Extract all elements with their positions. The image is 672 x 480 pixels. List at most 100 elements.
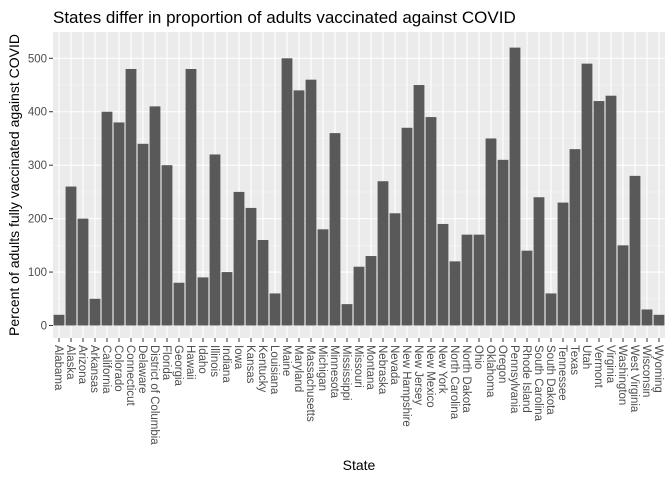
x-tick-label: Mississippi	[340, 345, 352, 401]
x-tick-label: Missouri	[352, 345, 364, 388]
bar-utah	[581, 63, 593, 326]
x-tick-label: Pennsylvania	[508, 345, 520, 414]
x-tick-label: Louisiana	[268, 345, 280, 395]
bar-south-carolina	[533, 197, 545, 326]
x-tick-label: Indiana	[220, 345, 232, 383]
y-axis-title: Percent of adults fully vaccinated again…	[6, 34, 22, 336]
bar-vermont	[593, 101, 605, 326]
x-tick-label: District of Columbia	[148, 345, 160, 445]
bar-colorado	[113, 122, 125, 326]
bar-illinois	[209, 154, 221, 326]
x-tick-label: New Mexico	[424, 345, 436, 408]
x-tick-label: Ohio	[472, 345, 484, 369]
bar-nevada	[389, 213, 401, 326]
x-tick-label: Virginia	[604, 345, 616, 384]
bar-georgia	[173, 282, 185, 326]
bar-louisiana	[269, 293, 281, 326]
bar-washington	[617, 245, 629, 326]
x-tick-label: Rhode Island	[520, 345, 532, 413]
x-tick-label: Colorado	[112, 345, 124, 392]
bar-mississippi	[341, 304, 353, 326]
x-tick-label: New Jersey	[412, 345, 424, 405]
y-tick-label: 400	[28, 107, 47, 119]
x-tick-label: North Dakota	[460, 345, 472, 413]
bars	[53, 47, 665, 326]
x-tick-label: Idaho	[196, 345, 208, 374]
bar-iowa	[233, 191, 245, 326]
bar-minnesota	[329, 133, 341, 326]
x-tick-label: Iowa	[232, 345, 244, 370]
bar-tennessee	[557, 202, 569, 326]
x-tick-label: California	[100, 345, 112, 394]
bar-montana	[365, 256, 377, 326]
x-tick-label: Hawaii	[184, 345, 196, 380]
x-tick-label: Texas	[568, 345, 580, 375]
bar-nebraska	[377, 181, 389, 326]
x-tick-label: Illinois	[208, 345, 220, 377]
bar-indiana	[221, 272, 233, 326]
bar-kentucky	[257, 239, 269, 326]
bar-massachusetts	[305, 79, 317, 326]
bar-maryland	[293, 90, 305, 326]
x-tick-label: Tennessee	[556, 345, 568, 401]
y-tick-label: 100	[28, 267, 47, 279]
bar-south-dakota	[545, 293, 557, 326]
bar-alabama	[53, 314, 65, 326]
bar-pennsylvania	[509, 47, 521, 326]
bar-virginia	[605, 95, 617, 326]
y-tick-label: 0	[41, 321, 47, 333]
x-tick-label: South Carolina	[532, 345, 544, 422]
x-axis-title: State	[343, 457, 376, 473]
bar-rhode-island	[521, 250, 533, 326]
bar-idaho	[197, 277, 209, 326]
bar-kansas	[245, 207, 257, 326]
bar-texas	[569, 149, 581, 326]
x-tick-label: Montana	[364, 345, 376, 390]
bar-alaska	[65, 186, 77, 326]
bar-hawaii	[185, 68, 197, 326]
x-tick-label: North Carolina	[448, 345, 460, 420]
x-tick-label: South Dakota	[544, 345, 556, 415]
x-tick-label: Maine	[280, 345, 292, 376]
bar-new-hampshire	[401, 127, 413, 326]
bar-michigan	[317, 229, 329, 326]
x-tick-label: Arizona	[76, 345, 88, 385]
x-tick-label: Wyoming	[652, 345, 664, 393]
bar-oklahoma	[485, 138, 497, 326]
x-tick-label: Alaska	[64, 345, 76, 380]
y-tick-label: 500	[28, 53, 47, 65]
x-tick-label: Georgia	[172, 345, 184, 387]
x-tick-label: Maryland	[292, 345, 304, 392]
bar-arizona	[77, 218, 89, 326]
x-tick-label: Wisconsin	[640, 345, 652, 397]
x-tick-label: Connecticut	[124, 345, 136, 407]
bar-district-of-columbia	[149, 106, 161, 326]
x-axis: Alabama Alaska Arizona Arkansas California Co…	[52, 338, 664, 445]
bar-arkansas	[89, 298, 101, 326]
x-tick-label: Michigan	[316, 345, 328, 391]
x-tick-label: Delaware	[136, 345, 148, 394]
y-tick-label: 200	[28, 214, 47, 226]
x-tick-label: Utah	[580, 345, 592, 369]
bar-delaware	[137, 143, 149, 326]
x-tick-label: Kentucky	[256, 345, 268, 393]
bar-north-dakota	[461, 234, 473, 326]
bar-oregon	[497, 159, 509, 326]
y-axis: 0 100 200 300 400 500	[28, 53, 53, 333]
x-tick-label: New York	[436, 345, 448, 394]
x-tick-label: West Virginia	[628, 345, 640, 413]
x-tick-label: New Hampshire	[400, 345, 412, 427]
bar-north-carolina	[449, 261, 461, 326]
bar-florida	[161, 165, 173, 326]
x-tick-label: Kansas	[244, 345, 256, 384]
x-tick-label: Vermont	[592, 345, 604, 389]
bar-new-jersey	[413, 85, 425, 326]
bar-connecticut	[125, 68, 137, 326]
x-tick-label: Oregon	[496, 345, 508, 383]
bar-maine	[281, 58, 293, 326]
bar-california	[101, 111, 113, 326]
bar-west-virginia	[629, 175, 641, 326]
bar-wisconsin	[641, 309, 653, 326]
y-tick-label: 300	[28, 160, 47, 172]
